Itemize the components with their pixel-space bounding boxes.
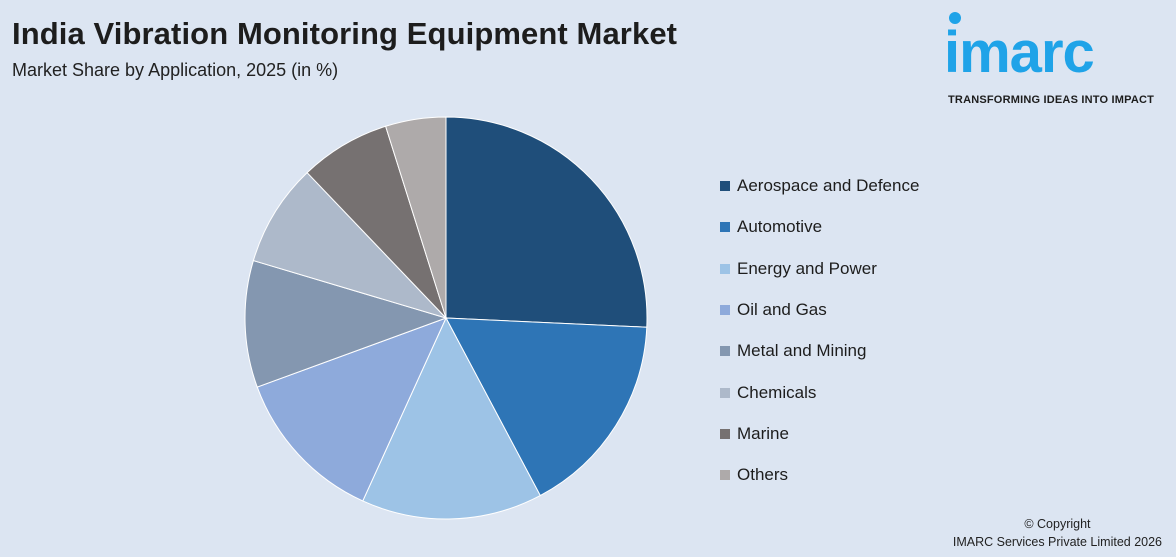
pie-slice-others (385, 116, 447, 319)
legend-swatch (720, 263, 730, 274)
pie-slice-chemicals (252, 171, 448, 320)
logo-dot-icon (949, 12, 961, 24)
legend-item-oil-and-gas: Oil and Gas (720, 299, 980, 321)
pie-slice-aerospace-and-defence (445, 116, 648, 328)
legend-label: Marine (737, 423, 789, 443)
legend-swatch (720, 304, 730, 315)
legend-item-metal-and-mining: Metal and Mining (720, 340, 980, 362)
legend-item-others: Others (720, 464, 980, 486)
pie-slice-metal-and-mining (244, 259, 448, 388)
legend-item-energy-and-power: Energy and Power (720, 258, 980, 280)
legend-item-marine: Marine (720, 423, 980, 445)
legend-swatch (720, 470, 730, 481)
imarc-logo: imarc TRANSFORMING IDEAS INTO IMPACT (944, 10, 1170, 110)
legend-label: Energy and Power (737, 258, 877, 278)
legend-label: Oil and Gas (737, 299, 827, 319)
legend-label: Metal and Mining (737, 341, 867, 361)
pie-slice-automotive (445, 317, 648, 497)
legend-item-automotive: Automotive (720, 216, 980, 238)
pie-slice-oil-and-gas (256, 317, 447, 502)
legend-label: Chemicals (737, 382, 817, 402)
legend-item-chemicals: Chemicals (720, 382, 980, 404)
legend-label: Automotive (737, 217, 823, 237)
legend-swatch (720, 387, 730, 398)
chart-title: India Vibration Monitoring Equipment Mar… (12, 16, 678, 51)
legend-swatch (720, 222, 730, 233)
legend-swatch (720, 181, 730, 191)
copyright-line-2: IMARC Services Private Limited 2026 (952, 535, 1162, 549)
legend-item-aerospace-and-defence: Aerospace and Defence (720, 175, 980, 197)
chart-subtitle: Market Share by Application, 2025 (in %) (12, 60, 339, 80)
copyright-line-1: © Copyright (1024, 517, 1091, 531)
copyright-notice: © Copyright IMARC Services Private Limit… (953, 515, 1162, 551)
pie-slice-energy-and-power (362, 316, 541, 520)
legend-swatch (720, 428, 730, 439)
legend-label: Others (737, 465, 789, 485)
logo-tagline: TRANSFORMING IDEAS INTO IMPACT (948, 94, 1155, 106)
logo-wordmark: imarc (944, 20, 1095, 85)
legend-swatch (720, 346, 730, 357)
legend-label: Aerospace and Defence (737, 176, 920, 195)
